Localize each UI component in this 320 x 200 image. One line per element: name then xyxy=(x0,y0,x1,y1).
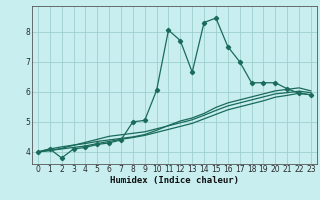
X-axis label: Humidex (Indice chaleur): Humidex (Indice chaleur) xyxy=(110,176,239,185)
